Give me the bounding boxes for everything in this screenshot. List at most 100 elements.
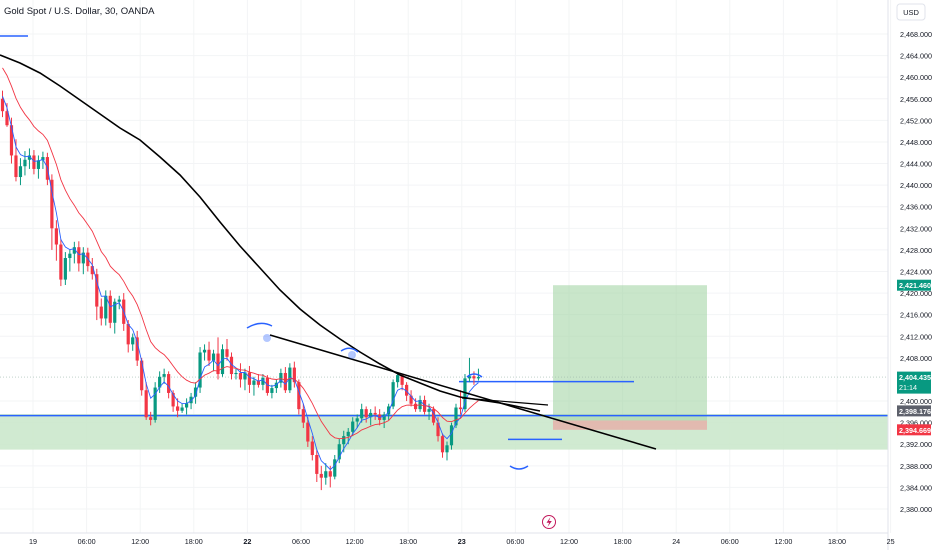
candle-body [5,111,9,126]
candle-body [144,390,148,418]
candle-body [463,378,467,410]
time-tick-label: 18:00 [828,537,846,546]
candle-body [337,444,341,460]
time-axis: 19 06:00 12:00 18:00 22 06:00 12:00 18:00 23 06:0… [29,537,895,546]
candle-body [108,295,112,323]
time-tick-label: 06:00 [506,537,524,546]
candle-body [476,377,481,379]
candle-body [360,409,364,419]
candle-body [176,406,180,411]
candle-body [167,374,171,393]
selection-handle[interactable] [263,334,271,342]
candle-body [14,155,18,178]
swing-high-arc[interactable] [340,347,359,353]
price-axis: 2,468.000 2,464.000 2,460.000 2,456.000 2,45… [900,30,932,514]
price-tick-label: 2,456.000 [900,95,932,104]
price-tick-label: 2,436.000 [900,203,932,212]
lightning-icon[interactable] [542,515,556,529]
price-tick-label: 2,464.000 [900,52,932,61]
candle-body [458,407,463,410]
candle-body [158,376,162,388]
candle-body [90,266,94,275]
ema-slow-line [0,54,541,412]
candle-body [324,471,328,478]
candle-body [72,247,76,254]
drawings [246,322,657,470]
candle-body [351,421,355,432]
candle-body [315,455,319,474]
candle-body [449,425,454,446]
candle-body [81,252,85,264]
time-tick-label: 12:00 [560,537,578,546]
candle-body [220,349,225,375]
price-tick-label: 2,440.000 [900,181,932,190]
candle-body [310,441,314,456]
candle-body [59,244,63,280]
candle-body [440,436,445,453]
candle-body [104,295,108,319]
candle-body [50,179,54,229]
time-tick-label: 18:00 [399,537,417,546]
candle-body [306,422,310,442]
candle-body [99,306,103,319]
candle-body [342,436,346,445]
candles [0,90,481,491]
candle-body [234,372,238,375]
candle-body [32,155,36,169]
candle-body [328,471,332,477]
swing-high-arc[interactable] [246,322,273,329]
swing-high-arc[interactable] [466,373,483,378]
currency-button[interactable]: USD [896,3,926,21]
candle-body [319,473,323,478]
candle-body [369,412,373,418]
stop-loss-zone[interactable] [553,420,707,430]
price-tick-label: 2,400.000 [900,397,932,406]
candle-body [153,387,157,420]
time-tick-label: 19 [29,537,37,546]
price-tick-label: 2,412.000 [900,332,932,341]
candle-body [454,407,458,426]
price-tick-label: 2,380.000 [900,505,932,514]
selection-handle[interactable] [348,351,356,359]
candle-body [113,301,117,323]
candle-body [180,407,184,411]
candle-body [9,125,14,156]
price-label-box [897,371,931,394]
price-tick-label: 2,384.000 [900,483,932,492]
price-tick-label: 2,420.000 [900,289,932,298]
candle-body [297,382,301,410]
candle-body [0,98,5,112]
candle-body [193,387,198,397]
candle-body [301,409,305,423]
candle-body [23,159,27,167]
price-label-text: 2,404.435 [899,373,931,382]
candle-body [472,376,476,379]
price-label-text: 2,398.176 [899,407,931,416]
candle-body [238,372,243,380]
candle-body [391,382,395,407]
candle-body [77,247,81,264]
time-tick-label: 06:00 [78,537,96,546]
candle-body [41,157,45,161]
time-tick-label: 18:00 [614,537,632,546]
candle-body [396,375,400,383]
candle-body [117,299,121,302]
price-tick-label: 2,444.000 [900,160,932,169]
candle-body [140,360,144,391]
time-tick-label: 25 [887,537,895,546]
price-label-countdown: 21:14 [899,383,917,392]
time-tick-label: 12:00 [346,537,364,546]
price-tick-label: 2,408.000 [900,354,932,363]
price-tick-label: 2,396.000 [900,419,932,428]
candle-body [364,409,368,418]
candle-body [126,323,130,345]
candle-body [409,395,413,404]
profit-target-zone[interactable] [553,285,707,421]
swing-low-arc[interactable] [509,465,529,470]
short-trendline[interactable] [461,397,549,406]
descending-trendline[interactable] [269,334,657,450]
candle-body [431,409,436,423]
time-tick-label: 24 [672,537,680,546]
